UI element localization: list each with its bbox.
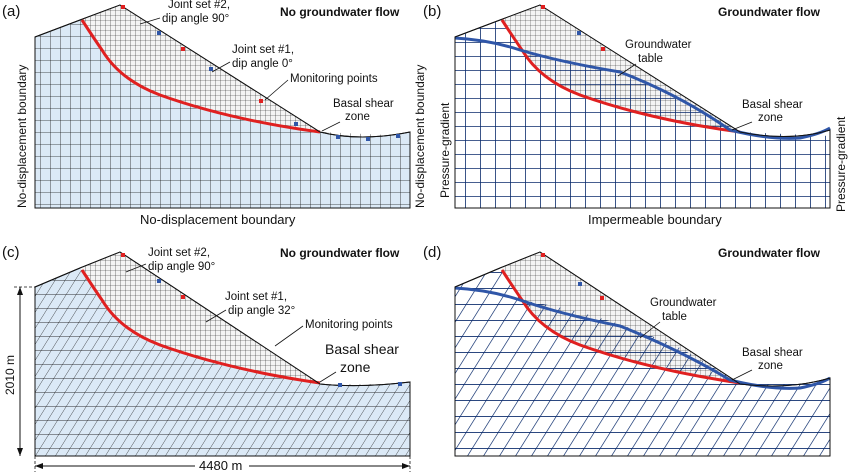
joint1-label-line2-c: dip angle 32°	[228, 305, 295, 317]
joint2-label-line2-c: dip angle 90°	[148, 261, 215, 273]
groundwater-table-d	[454, 286, 831, 390]
monitoring-label-c: Monitoring points	[305, 319, 393, 331]
bottom-boundary-a: No-displacement boundary	[140, 212, 296, 227]
panel-title-a: No groundwater flow	[280, 5, 400, 19]
basal-label-line1-a: Basal shear	[333, 98, 394, 110]
width-label-c: 4480 m	[199, 458, 242, 473]
panel-c: (c) No groundwater flow Joint set #2, di…	[2, 244, 411, 473]
panel-b: (b) Groundwater flow Groundwater table B…	[423, 3, 848, 227]
basal-shear-zone-c	[80, 269, 321, 385]
panel-d: (d) Groundwater flow Groundwater table B…	[423, 244, 831, 457]
gw-label-line1-b: Groundwater	[625, 39, 692, 51]
gw-label-line2-b: table	[638, 53, 663, 65]
basal-shear-zone-d	[500, 269, 741, 385]
gw-label-line2-d: table	[662, 311, 687, 323]
joint2-label-line1-a: Joint set #2,	[168, 0, 230, 11]
panel-letter-a: (a)	[2, 3, 20, 20]
height-dimension-c: 2010 m	[3, 286, 35, 456]
groundwater-table-b	[454, 36, 831, 140]
right-boundary-b: Pressure-gradient	[834, 116, 848, 212]
left-boundary-a: No-displacement boundary	[15, 65, 29, 208]
basal-shear-zone-b	[500, 19, 741, 134]
joint2-label-line2-a: dip angle 90°	[162, 13, 229, 25]
basal-shear-zone-a	[80, 19, 321, 134]
joint1-label-line1-c: Joint set #1,	[225, 291, 287, 303]
panel-title-d: Groundwater flow	[718, 246, 821, 260]
joint1-label-line1-a: Joint set #1,	[232, 44, 294, 56]
basal-label-line1-d: Basal shear	[742, 347, 803, 359]
basal-label-line2-b: zone	[758, 112, 783, 124]
joint1-label-line2-a: dip angle 0°	[232, 58, 293, 70]
panel-letter-b: (b)	[423, 3, 441, 20]
basal-label-line2-a: zone	[345, 111, 370, 123]
right-boundary-a: No-displacement boundary	[413, 65, 427, 208]
panel-letter-c: (c)	[2, 244, 20, 261]
panel-a: (a) No groundwater flow Joint set #2, di…	[2, 0, 427, 227]
monitoring-label-a: Monitoring points	[290, 73, 378, 85]
gw-label-line1-d: Groundwater	[650, 297, 717, 309]
basal-label-line1-c: Basal shear	[325, 341, 399, 357]
basal-label-line1-b: Basal shear	[742, 99, 803, 111]
monitoring-points-a	[121, 5, 400, 141]
height-label-c: 2010 m	[3, 355, 17, 395]
panel-title-c: No groundwater flow	[280, 246, 400, 260]
joint2-label-line1-c: Joint set #2,	[148, 247, 210, 259]
basal-label-line2-d: zone	[758, 360, 783, 372]
basal-label-line2-c: zone	[340, 359, 371, 375]
left-boundary-b: Pressure-gradient	[438, 102, 452, 198]
panel-letter-d: (d)	[423, 244, 441, 261]
panel-title-b: Groundwater flow	[718, 5, 821, 19]
bottom-boundary-b: Impermeable boundary	[588, 212, 722, 227]
width-dimension-c: 4480 m	[34, 456, 411, 473]
